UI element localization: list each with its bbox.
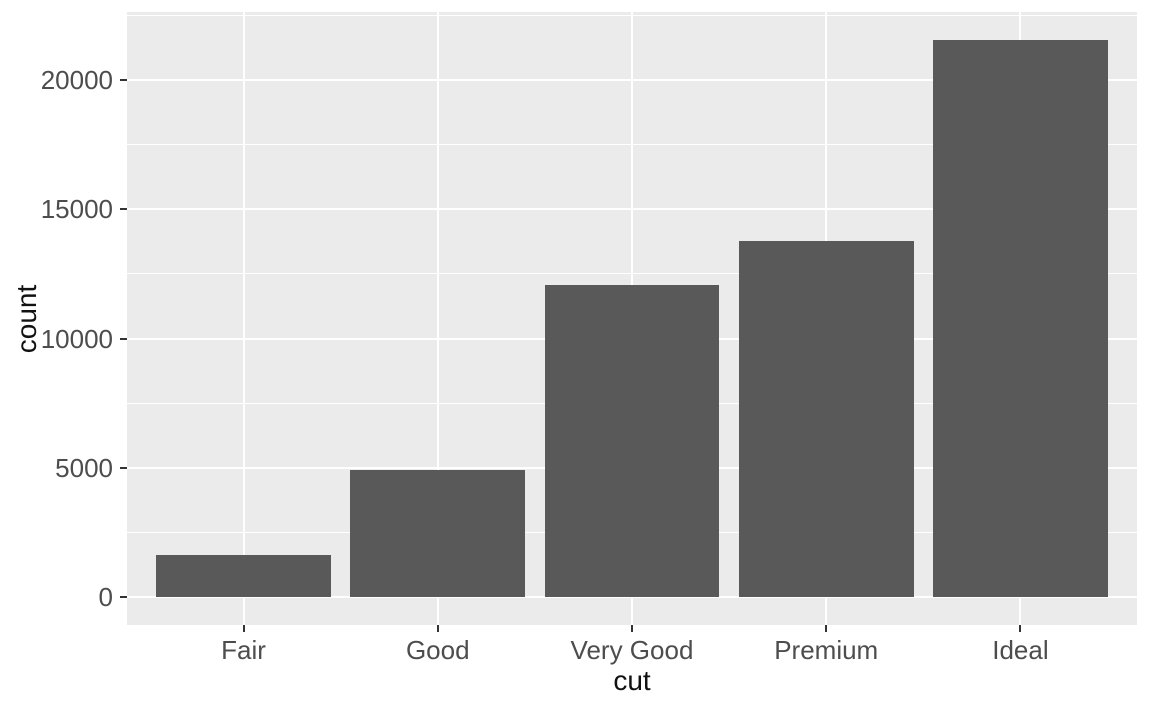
bar-ideal [933,39,1108,598]
y-axis-title: count [11,284,42,353]
y-tick-label: 15000 [40,194,113,225]
x-tick-mark [242,625,245,632]
y-tick-mark [120,596,127,599]
x-tick-label: Good [405,635,470,665]
x-tick-mark [825,625,828,632]
x-gridline-major [436,12,439,625]
x-tick-label: Very Good [570,635,694,665]
x-tick-mark [436,625,439,632]
x-tick-mark [1019,625,1022,632]
x-tick-label: Fair [221,635,266,665]
bar-very-good [544,284,720,598]
y-tick-label: 20000 [40,64,113,95]
y-tick-label: 10000 [40,323,113,354]
x-tick-label: Ideal [992,635,1049,665]
bar-fair [156,555,331,598]
y-tick-mark [120,78,127,81]
x-gridline-major [242,12,245,625]
x-tick-mark [631,625,633,632]
y-tick-label: 5000 [55,452,113,483]
y-tick-label: 0 [98,582,113,613]
bar-premium [738,240,914,598]
x-axis-title: cut [613,665,651,696]
bar-good [350,470,526,598]
y-tick-mark [120,466,127,469]
y-tick-mark [120,208,127,211]
y-tick-mark [120,337,127,340]
x-tick-label: Premium [774,635,879,665]
